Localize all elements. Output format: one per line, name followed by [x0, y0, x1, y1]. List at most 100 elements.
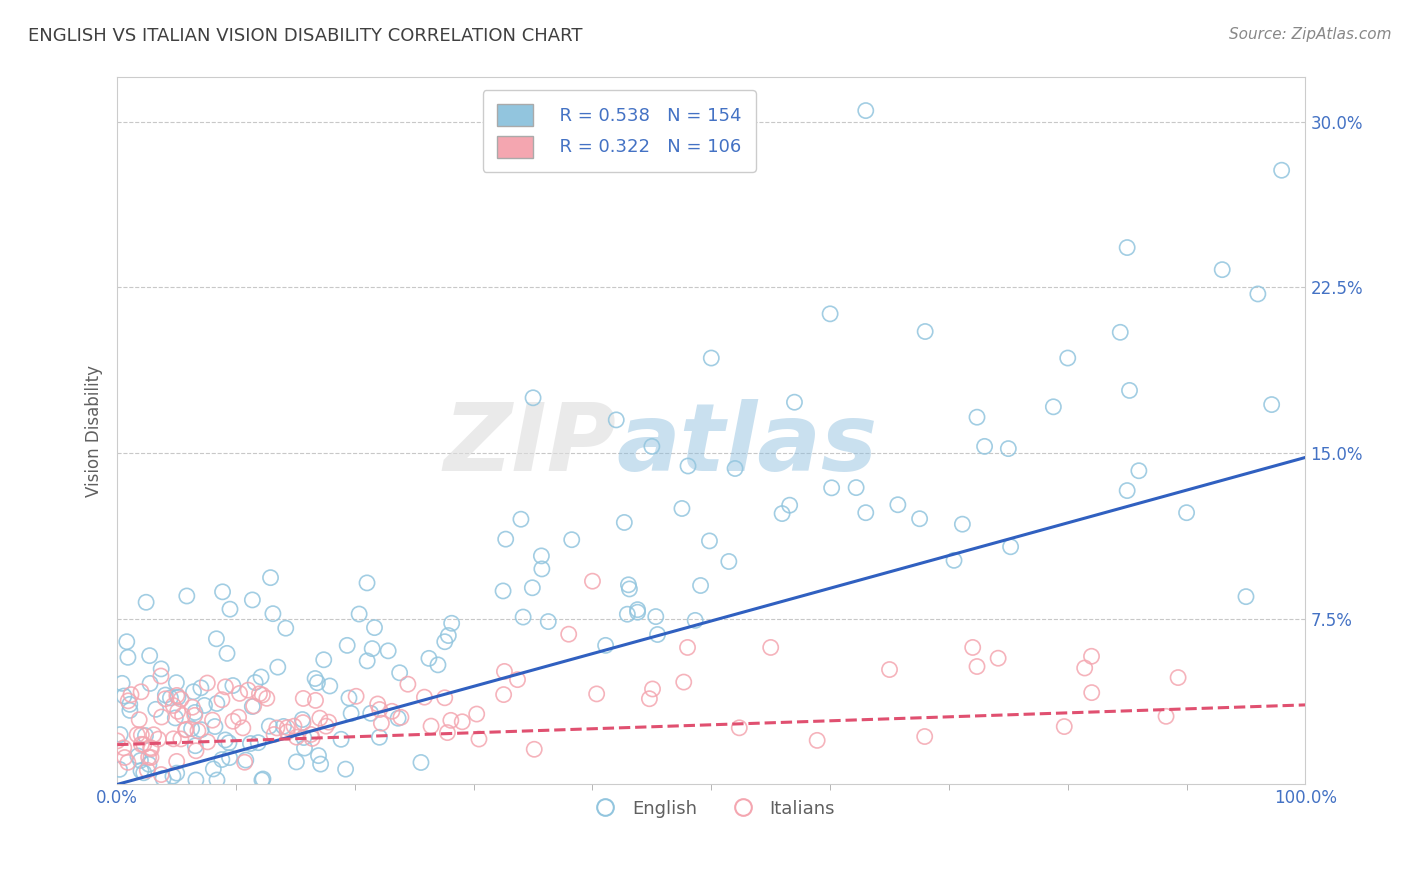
Point — [728, 721, 751, 735]
Point — [689, 578, 711, 592]
Point — [236, 683, 259, 698]
Point — [132, 765, 155, 780]
Point — [138, 757, 160, 772]
Point — [242, 698, 264, 713]
Point — [855, 506, 877, 520]
Point — [1234, 590, 1257, 604]
Point — [318, 715, 340, 730]
Point — [413, 690, 436, 705]
Point — [377, 644, 399, 658]
Point — [108, 728, 131, 742]
Point — [170, 692, 193, 706]
Point — [197, 735, 219, 749]
Point — [195, 676, 218, 690]
Y-axis label: Vision Disability: Vision Disability — [86, 365, 103, 497]
Point — [676, 640, 699, 655]
Point — [626, 605, 648, 619]
Point — [307, 675, 329, 690]
Point — [215, 646, 238, 660]
Point — [330, 732, 353, 747]
Point — [204, 720, 226, 734]
Point — [613, 516, 636, 530]
Text: ZIP: ZIP — [443, 399, 616, 491]
Point — [162, 698, 184, 713]
Point — [205, 632, 228, 646]
Point — [806, 733, 828, 747]
Point — [418, 651, 440, 665]
Point — [304, 693, 326, 707]
Point — [759, 640, 782, 655]
Point — [162, 769, 184, 783]
Point — [174, 723, 197, 737]
Point — [1260, 398, 1282, 412]
Point — [381, 704, 404, 718]
Point — [172, 708, 194, 723]
Point — [492, 688, 515, 702]
Point — [1056, 351, 1078, 365]
Point — [879, 663, 901, 677]
Point — [211, 584, 233, 599]
Point — [222, 679, 245, 693]
Point — [155, 691, 177, 706]
Point — [1080, 685, 1102, 699]
Point — [1154, 709, 1177, 723]
Point — [141, 741, 163, 756]
Point — [557, 627, 579, 641]
Point — [291, 713, 314, 727]
Point — [468, 732, 491, 747]
Point — [138, 750, 160, 764]
Point — [115, 634, 138, 648]
Point — [184, 706, 207, 720]
Point — [274, 621, 297, 635]
Point — [150, 710, 173, 724]
Point — [201, 713, 224, 727]
Point — [247, 736, 270, 750]
Point — [510, 512, 533, 526]
Point — [165, 675, 187, 690]
Point — [222, 714, 245, 729]
Point — [340, 706, 363, 721]
Point — [219, 602, 242, 616]
Point — [845, 481, 868, 495]
Point — [214, 733, 236, 747]
Point — [266, 721, 288, 735]
Point — [426, 657, 449, 672]
Point — [218, 736, 240, 750]
Point — [136, 764, 159, 778]
Point — [292, 715, 315, 730]
Point — [159, 690, 181, 705]
Point — [263, 727, 285, 741]
Point — [170, 731, 193, 746]
Point — [344, 690, 367, 704]
Point — [433, 690, 456, 705]
Point — [205, 772, 228, 787]
Point — [492, 583, 515, 598]
Point — [276, 725, 298, 739]
Point — [250, 670, 273, 684]
Point — [1109, 326, 1132, 340]
Point — [700, 351, 723, 365]
Point — [181, 700, 204, 714]
Point — [183, 684, 205, 698]
Point — [228, 686, 250, 700]
Point — [1000, 540, 1022, 554]
Point — [150, 767, 173, 781]
Point — [262, 607, 284, 621]
Point — [585, 687, 607, 701]
Point — [966, 410, 988, 425]
Point — [166, 755, 188, 769]
Point — [641, 439, 664, 453]
Point — [820, 481, 842, 495]
Point — [139, 676, 162, 690]
Point — [117, 650, 139, 665]
Point — [512, 610, 534, 624]
Point — [134, 729, 156, 743]
Point — [676, 458, 699, 473]
Point — [987, 651, 1010, 665]
Point — [1116, 483, 1139, 498]
Point — [120, 688, 142, 702]
Point — [167, 690, 190, 705]
Point — [180, 722, 202, 736]
Point — [641, 681, 664, 696]
Point — [335, 762, 357, 776]
